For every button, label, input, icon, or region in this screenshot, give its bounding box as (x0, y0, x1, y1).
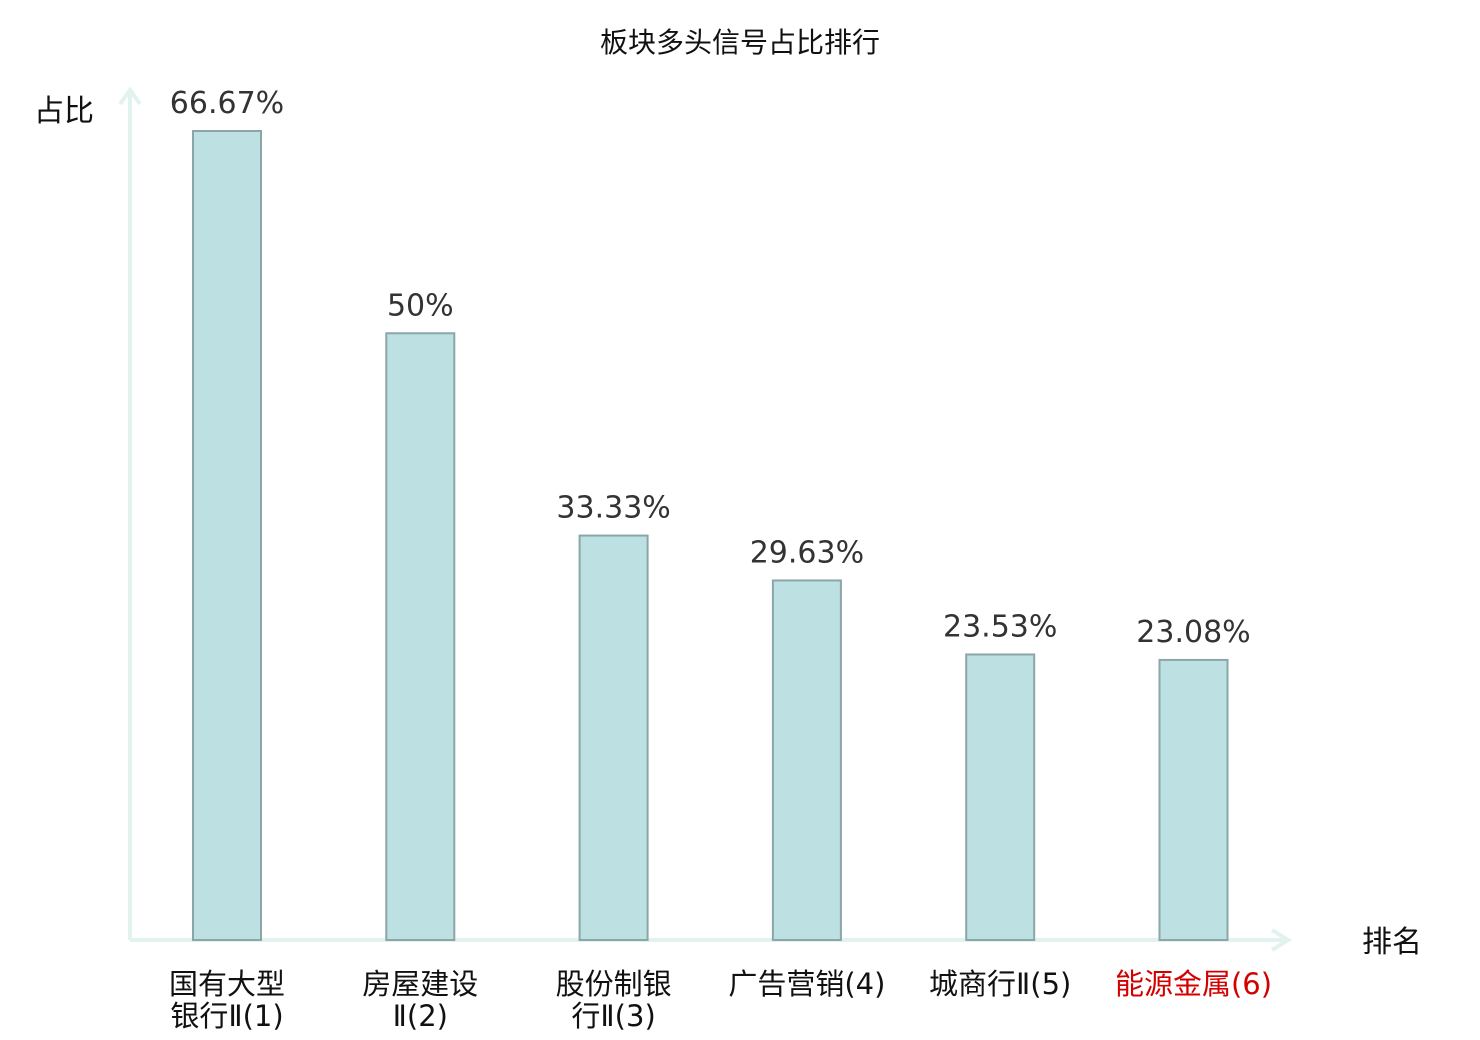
category-label-4-line-1: 广告营销(4) (728, 967, 885, 1001)
category-label-3-line-1: 股份制银 (556, 967, 672, 1001)
x-axis-arrow (1270, 928, 1292, 952)
bars-group (192, 130, 1229, 942)
bar-6 (1158, 658, 1229, 942)
value-label-2: 50% (387, 288, 454, 323)
bar-3 (578, 534, 649, 941)
category-label-2-line-2: Ⅱ(2) (393, 999, 448, 1033)
value-label-6: 23.08% (1136, 615, 1250, 650)
x-axis-label: 排名 (1362, 925, 1422, 960)
category-label-3-line-2: 行Ⅱ(3) (571, 999, 655, 1033)
value-label-5: 23.53% (943, 609, 1057, 644)
bar-2 (385, 332, 456, 941)
category-label-1-line-1: 国有大型 (169, 967, 285, 1001)
bar-1 (192, 130, 262, 941)
y-axis-label: 占比 (34, 94, 94, 129)
category-label-6-line-1: 能源金属(6) (1115, 967, 1272, 1001)
category-label-1-line-2: 银行Ⅱ(1) (170, 999, 283, 1033)
value-label-4: 29.63% (750, 535, 864, 570)
bar-5 (965, 653, 1036, 941)
bar-4 (771, 579, 842, 942)
value-labels-group: 66.67% 50% 33.33% 29.63% 23.53% 23.08% (170, 86, 1251, 650)
category-label-5-line-1: 城商行Ⅱ(5) (929, 967, 1071, 1001)
y-axis-arrow (118, 86, 142, 106)
value-label-3: 33.33% (556, 491, 670, 526)
chart-title: 板块多头信号占比排行 (600, 26, 880, 59)
value-label-1: 66.67% (170, 86, 284, 121)
category-label-2-line-1: 房屋建设 (362, 967, 478, 1001)
